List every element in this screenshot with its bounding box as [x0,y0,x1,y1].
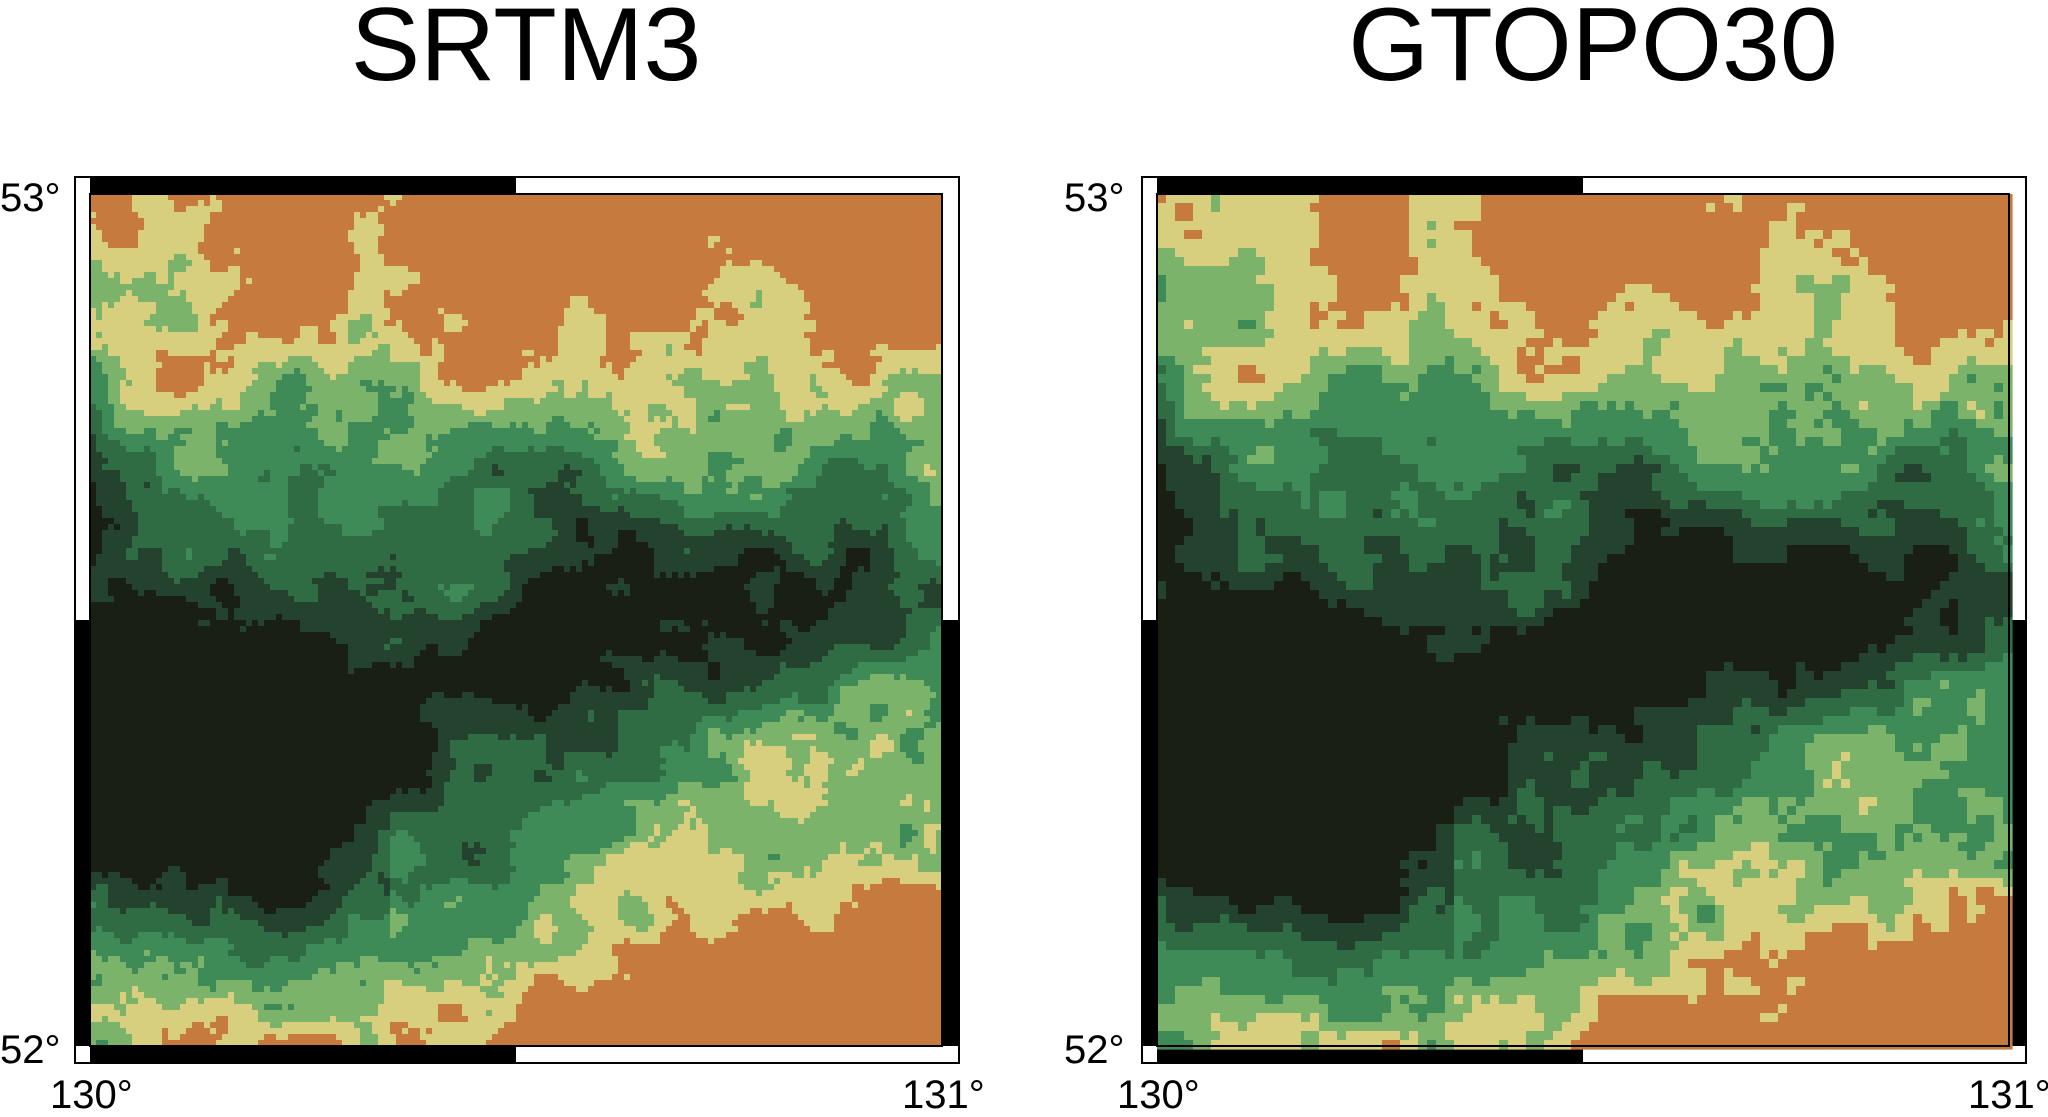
elevation-raster [1157,194,2013,1050]
lon-label-right-right: 131° [1968,1075,2048,1115]
frame-bar-right-black [942,620,959,1046]
lat-label-bottom-left: 52° [0,1030,61,1070]
frame-bar-left-black [75,620,90,1046]
lon-label-right-left: 131° [902,1075,985,1115]
panel-title-srtm3: SRTM3 [86,0,966,100]
frame-bar-bottom-black [90,1046,516,1063]
map-inner-border [89,193,943,1047]
panel-title-gtopo30: GTOPO30 [1153,0,2033,100]
lon-label-left-left: 130° [50,1075,133,1115]
frame-bar-top-black [1157,177,1583,194]
lat-label-top-left: 53° [0,178,61,218]
elevation-raster [90,194,943,1047]
lon-label-left-right: 130° [1117,1075,1200,1115]
map-inner-border [1156,193,2010,1047]
map-panel-srtm3 [74,176,960,1064]
map-panel-gtopo30 [1141,176,2027,1064]
frame-bar-left-black [1142,620,1157,1046]
frame-bar-bottom-black [1157,1046,1583,1063]
lat-label-top-right: 53° [1064,178,1125,218]
elevation-map-srtm3 [74,176,960,1064]
lat-label-bottom-right: 52° [1064,1030,1125,1070]
elevation-map-gtopo30 [1141,176,2027,1064]
frame-bar-right-black [2009,620,2026,1046]
frame-bar-top-black [90,177,516,194]
